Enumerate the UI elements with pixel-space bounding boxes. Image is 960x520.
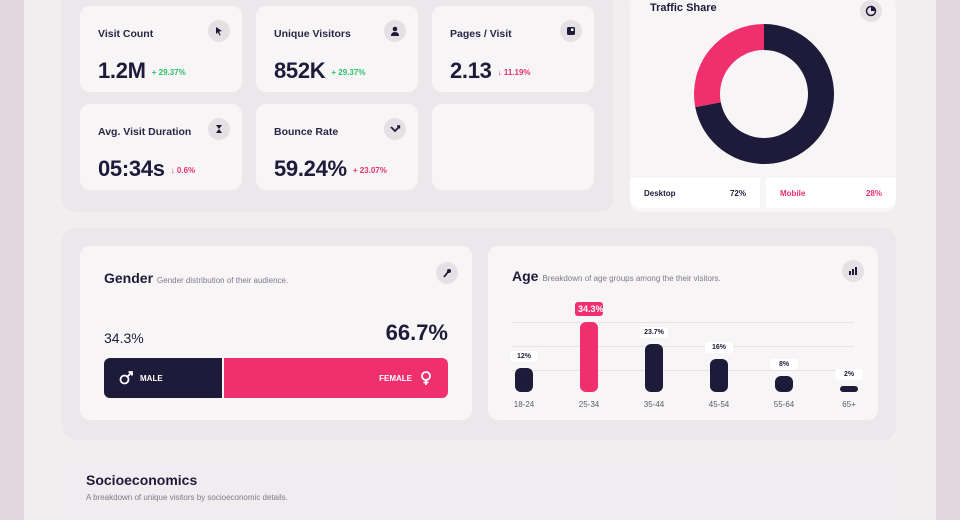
dashboard-canvas: Visit Count 1.2M + 29.37% Unique Visitors… (24, 0, 936, 520)
kpi-delta: ↓ 0.6% (170, 165, 196, 175)
kpi-delta: + 23.07% (352, 165, 387, 175)
hourglass-icon[interactable] (208, 118, 230, 140)
demographics-panel: Gender Gender distribution of their audie… (62, 228, 896, 440)
legend-desktop: Desktop 72% (630, 178, 760, 208)
age-category-label: 25-34 (578, 400, 600, 409)
age-bar-35-44[interactable] (645, 343, 663, 392)
age-value-label: 16% (705, 342, 733, 354)
male-segment[interactable]: MALE (104, 358, 222, 398)
age-value-label: 8% (770, 358, 798, 370)
legend-mobile-label: Mobile (780, 188, 806, 198)
female-percentage: 66.7% (385, 320, 448, 345)
gender-subtitle: Gender distribution of their audience. (157, 276, 289, 285)
kpi-card-bounce-rate[interactable]: Bounce Rate 59.24% + 23.07% (256, 104, 418, 190)
user-icon[interactable] (384, 20, 406, 42)
traffic-donut (694, 24, 834, 164)
age-subtitle: Breakdown of age groups among the their … (542, 274, 721, 283)
male-label: MALE (140, 373, 163, 383)
age-value-label: 23.7% (640, 326, 668, 338)
age-bar-65+[interactable] (840, 386, 858, 392)
age-bar-18-24[interactable] (515, 367, 533, 392)
kpi-delta: + 29.37% (331, 67, 366, 77)
male-symbol-icon (119, 371, 133, 385)
age-title: Age Breakdown of age groups among the the… (512, 268, 721, 284)
legend-mobile: Mobile 28% (766, 178, 896, 208)
age-value-label: 12% (510, 350, 538, 362)
legend-desktop-value: 72% (729, 188, 746, 198)
donut-slice-mobile[interactable] (694, 24, 764, 108)
age-bar-25-34[interactable] (580, 322, 598, 392)
kpi-value: 852K + 29.37% (274, 58, 366, 83)
age-bar-45-54[interactable] (710, 359, 728, 392)
gender-bar: MALE FEMALE (104, 358, 448, 398)
grid-line (512, 370, 854, 371)
gender-card: Gender Gender distribution of their audie… (80, 246, 472, 420)
wand-icon[interactable] (436, 262, 458, 284)
kpi-delta: ↓ 11.19% (497, 67, 531, 77)
bar-chart-icon[interactable] (842, 260, 864, 282)
kpi-panel: Visit Count 1.2M + 29.37% Unique Visitors… (62, 0, 614, 212)
traffic-share-card: Traffic Share Desktop 72% Mobile 28% (630, 0, 896, 212)
kpi-value: 2.13 ↓ 11.19% (450, 58, 531, 83)
kpi-card-pages-per-visit[interactable]: Pages / Visit 2.13 ↓ 11.19% (432, 6, 594, 92)
socio-subtitle: A breakdown of unique visitors by socioe… (86, 493, 288, 502)
pages-icon[interactable] (560, 20, 582, 42)
kpi-card-avg-visit-duration[interactable]: Avg. Visit Duration 05:34s ↓ 0.6% (80, 104, 242, 190)
kpi-card-empty (432, 104, 594, 190)
male-percentage: 34.3% (104, 330, 144, 346)
kpi-value: 59.24% + 23.07% (274, 156, 387, 181)
age-value-label: 2% (835, 369, 863, 380)
left-margin (0, 0, 24, 520)
kpi-label: Bounce Rate (274, 126, 339, 138)
kpi-value: 1.2M + 29.37% (98, 58, 186, 83)
kpi-label: Unique Visitors (274, 28, 351, 40)
legend-desktop-label: Desktop (644, 188, 676, 198)
age-category-label: 18-24 (513, 400, 535, 409)
age-category-label: 55-64 (773, 400, 795, 409)
kpi-label: Pages / Visit (450, 28, 512, 40)
donut-slice-desktop[interactable] (695, 24, 834, 164)
legend-mobile-value: 28% (865, 188, 882, 198)
kpi-label: Avg. Visit Duration (98, 126, 192, 138)
age-value-label: 34.3% (575, 302, 604, 316)
socioeconomics-panel: Socioeconomics A breakdown of unique vis… (62, 458, 896, 520)
kpi-value: 05:34s ↓ 0.6% (98, 156, 196, 181)
age-bar-55-64[interactable] (775, 375, 793, 392)
bounce-icon[interactable] (384, 118, 406, 140)
female-symbol-icon (421, 371, 431, 385)
right-margin (936, 0, 960, 520)
kpi-card-visit-count[interactable]: Visit Count 1.2M + 29.37% (80, 6, 242, 92)
age-bar-chart: 12% 18-24 34.3% 25-34 23.7% 35-44 16% 45-54 8% 55… (488, 246, 878, 420)
traffic-share-title: Traffic Share (650, 2, 717, 14)
grid-line (512, 346, 854, 347)
female-segment[interactable]: FEMALE (221, 358, 448, 398)
socio-title: Socioeconomics (86, 472, 198, 488)
age-category-label: 65+ (842, 400, 856, 409)
cursor-icon[interactable] (208, 20, 230, 42)
grid-line (512, 322, 854, 323)
female-label: FEMALE (379, 373, 412, 383)
pie-chart-icon[interactable] (860, 0, 882, 22)
kpi-label: Visit Count (98, 28, 154, 40)
age-card: Age Breakdown of age groups among the the… (488, 246, 878, 420)
age-category-label: 35-44 (643, 400, 665, 409)
gender-title: Gender Gender distribution of their audie… (104, 270, 289, 286)
kpi-delta: + 29.37% (151, 67, 186, 77)
age-category-label: 45-54 (708, 400, 730, 409)
kpi-card-unique-visitors[interactable]: Unique Visitors 852K + 29.37% (256, 6, 418, 92)
